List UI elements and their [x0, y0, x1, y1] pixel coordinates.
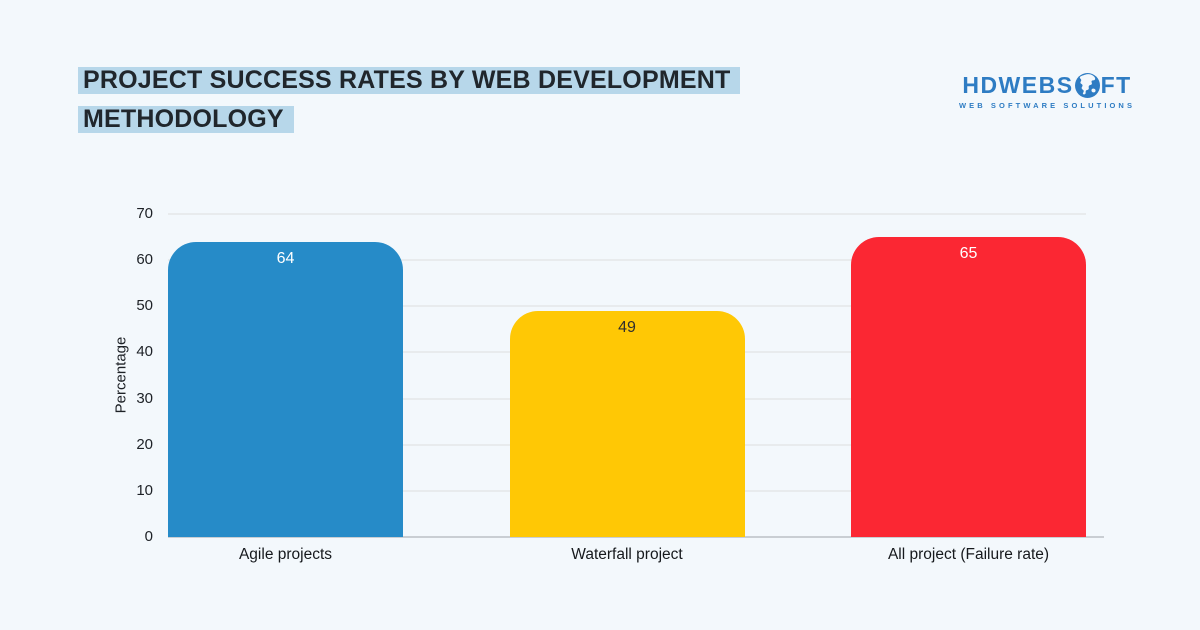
x-category-label-all-project-failure-rate: All project (Failure rate) [887, 546, 1050, 563]
x-category-label-agile-projects: Agile projects [238, 546, 333, 563]
hdwebsoft-logo: HDWEBS FT WEB SOFTWARE SOLUTIONS [952, 72, 1142, 110]
bars-layer: 64 49 65 [168, 214, 1086, 537]
gridline-70 [168, 213, 1086, 215]
logo-tagline: WEB SOFTWARE SOLUTIONS [958, 101, 1136, 110]
y-axis-title: Percentage [112, 336, 130, 414]
bar-waterfall-project: 49 [509, 310, 745, 537]
page-title-line-2: METHODOLOGY [78, 106, 294, 133]
x-category-label-waterfall-project: Waterfall project [571, 546, 683, 563]
gridline-50 [168, 305, 1086, 307]
x-axis-baseline [168, 536, 1105, 538]
x-axis-labels: Agile projects Waterfall project All proje… [168, 546, 1086, 564]
bar-all-project-failure-rate: 65 [851, 237, 1086, 537]
bar-chart-plot-area: 0 10 20 30 40 50 60 70 64 49 65 Agile projects Water… [136, 206, 1105, 563]
gridline-60 [168, 259, 1086, 261]
bar-value-label-waterfall-project: 49 [618, 318, 636, 336]
bar-agile-projects: 64 [168, 241, 403, 537]
globe-icon [1074, 72, 1100, 98]
logo-text-right: FT [1100, 72, 1132, 98]
page-title-line-1: PROJECT SUCCESS RATES BY WEB DEVELOPMENT [78, 67, 741, 94]
logo-text-left: HDWEBS [962, 72, 1074, 98]
page-title: PROJECT SUCCESS RATES BY WEB DEVELOPMENT… [78, 67, 741, 145]
bar-value-label-agile-projects: 64 [276, 249, 295, 267]
logo-wordmark: HDWEBS FT [952, 72, 1142, 98]
bar-value-label-all-project-failure-rate: 65 [959, 245, 978, 263]
